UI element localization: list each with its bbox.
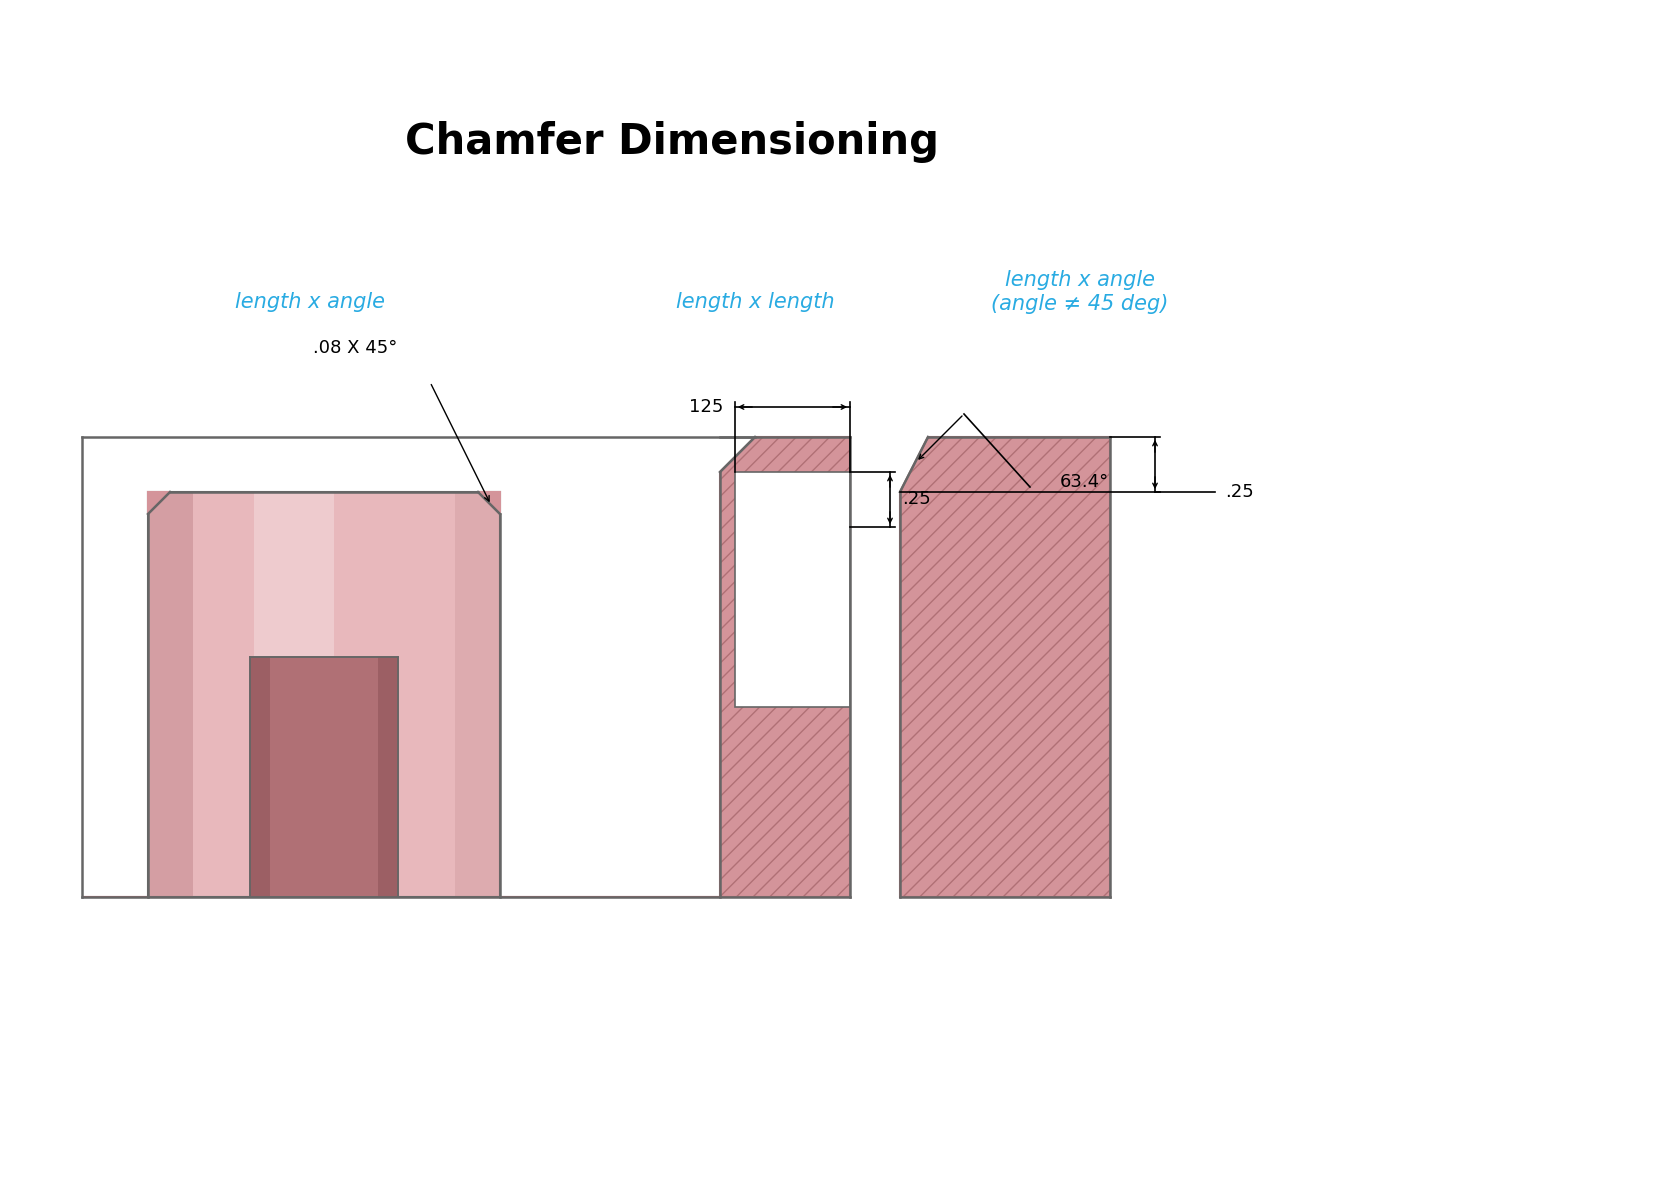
Polygon shape	[250, 656, 270, 897]
Text: length x length: length x length	[675, 292, 835, 312]
Polygon shape	[254, 491, 334, 897]
Text: 125: 125	[689, 398, 722, 415]
Text: .25: .25	[1225, 483, 1253, 501]
Text: .25: .25	[902, 490, 931, 508]
Text: .08 X 45°: .08 X 45°	[312, 339, 396, 357]
Polygon shape	[378, 656, 398, 897]
Text: length x angle: length x angle	[235, 292, 385, 312]
Text: length x angle
(angle ≠ 45 deg): length x angle (angle ≠ 45 deg)	[991, 271, 1169, 313]
Polygon shape	[148, 491, 170, 514]
Polygon shape	[455, 491, 501, 897]
Text: 63.4°: 63.4°	[1060, 472, 1109, 491]
Polygon shape	[250, 656, 398, 897]
Polygon shape	[479, 491, 501, 514]
Polygon shape	[900, 437, 1110, 897]
Polygon shape	[736, 472, 850, 707]
Polygon shape	[148, 491, 193, 897]
Polygon shape	[148, 491, 501, 897]
Text: Chamfer Dimensioning: Chamfer Dimensioning	[405, 121, 939, 164]
Polygon shape	[82, 437, 850, 897]
